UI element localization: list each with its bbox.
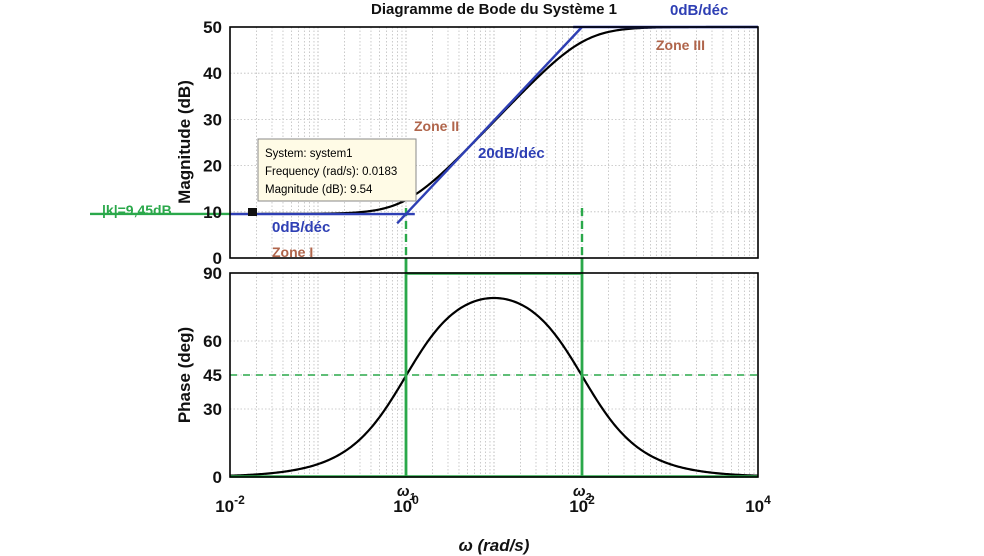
magnitude-tick-label: 20 bbox=[203, 157, 222, 176]
phase-curve bbox=[229, 296, 759, 477]
phase-tick-label: 0 bbox=[213, 468, 222, 487]
omega-label-1: ω1 bbox=[397, 483, 416, 503]
phase-tick-labels: 0 30 45 60 90 bbox=[203, 264, 222, 487]
x-tick-label: 10-2 bbox=[215, 493, 245, 516]
slope-label-low: 0dB/déc bbox=[272, 219, 330, 236]
datatip[interactable]: System: system1 Frequency (rad/s): 0.018… bbox=[257, 138, 417, 202]
x-tick-label: 102 bbox=[569, 493, 595, 516]
datatip-marker bbox=[248, 208, 257, 216]
magnitude-axes-frame bbox=[229, 26, 759, 259]
zone-label-1: Zone I bbox=[272, 244, 313, 260]
slope-label-mid: 20dB/déc bbox=[478, 145, 545, 162]
omega-marker-labels: ω1 ω2 bbox=[397, 483, 592, 503]
magnitude-tick-label: 10 bbox=[203, 203, 222, 222]
datatip-box bbox=[257, 138, 417, 202]
datatip-magnitude: Magnitude (dB): 9.54 bbox=[265, 184, 373, 196]
phase-axes-frame bbox=[229, 272, 759, 478]
magnitude-tick-label: 0 bbox=[213, 249, 222, 268]
x-tick-label: 104 bbox=[745, 493, 771, 516]
x-axis-label: ω (rad/s) bbox=[459, 536, 530, 555]
magnitude-axis-label: Magnitude (dB) bbox=[175, 80, 194, 204]
x-tick-labels: 10-2 100 102 104 bbox=[215, 493, 771, 516]
omega-label-2: ω2 bbox=[573, 483, 592, 503]
phase-tick-label: 30 bbox=[203, 400, 222, 419]
slope-label-high: 0dB/déc bbox=[670, 2, 728, 19]
zone-label-2: Zone II bbox=[414, 118, 459, 134]
asymptote-mid bbox=[396, 26, 583, 225]
magnitude-tick-labels: 0 10 20 30 40 50 bbox=[203, 18, 222, 268]
datatip-system: System: system1 bbox=[265, 148, 353, 160]
x-tick-label: 100 bbox=[393, 493, 419, 516]
phase-axis-label: Phase (deg) bbox=[175, 327, 194, 423]
datatip-frequency: Frequency (rad/s): 0.0183 bbox=[265, 166, 397, 178]
magnitude-tick-label: 50 bbox=[203, 18, 222, 37]
chart-title: Diagramme de Bode du Système 1 bbox=[371, 1, 617, 18]
phase-tick-label: 45 bbox=[203, 366, 222, 385]
magnitude-tick-label: 40 bbox=[203, 64, 222, 83]
magnitude-tick-label: 30 bbox=[203, 110, 222, 129]
phase-tick-label: 90 bbox=[203, 264, 222, 283]
phase-tick-label: 60 bbox=[203, 332, 222, 351]
zone-label-3: Zone III bbox=[656, 37, 705, 53]
gain-annotation: |k|=9,45dB bbox=[102, 202, 172, 218]
